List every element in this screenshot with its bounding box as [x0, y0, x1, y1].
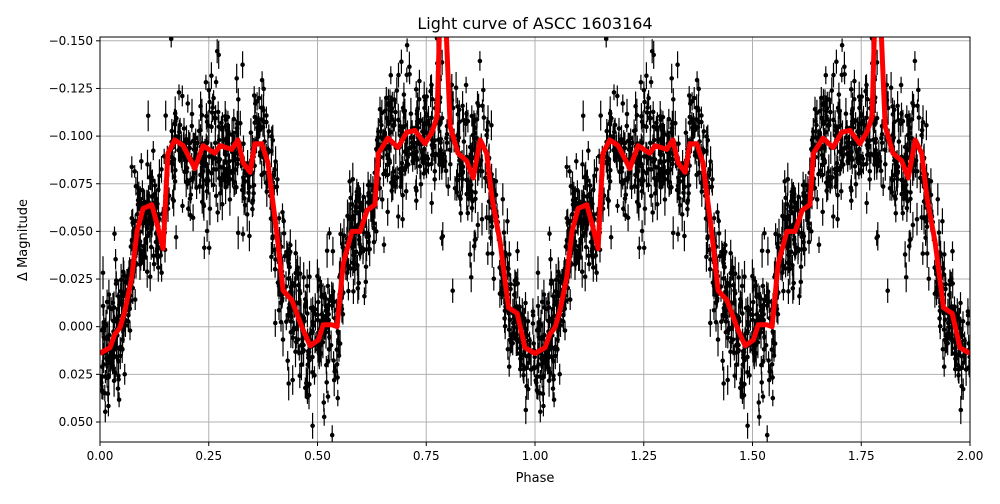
y-axis: −0.150 −0.125 −0.100 −0.075 −0.050 −0.025 0.00…: [49, 34, 100, 429]
y-tick-label: −0.100: [49, 129, 93, 143]
y-tick-label: −0.125: [49, 81, 93, 95]
x-tick-label: 0.50: [304, 449, 331, 463]
binned-curve-line: [100, 37, 970, 356]
x-tick-label: 1.75: [848, 449, 875, 463]
y-tick-label: −0.150: [49, 34, 93, 48]
y-tick-label: 0.050: [59, 415, 93, 429]
x-axis: 0.00 0.25 0.50 0.75 1.00 1.25 1.50 1.75 2.00: [87, 442, 984, 463]
y-tick-label: −0.025: [49, 272, 93, 286]
x-tick-label: 1.50: [739, 449, 766, 463]
x-tick-label: 1.25: [630, 449, 657, 463]
x-tick-label: 2.00: [957, 449, 984, 463]
y-tick-label: −0.050: [49, 224, 93, 238]
y-tick-label: 0.000: [59, 320, 93, 334]
data-point-markers: [100, 37, 970, 438]
x-tick-label: 0.00: [87, 449, 114, 463]
y-tick-label: −0.075: [49, 177, 93, 191]
y-tick-label: 0.025: [59, 367, 93, 381]
x-tick-label: 0.75: [413, 449, 440, 463]
x-tick-label: 1.00: [522, 449, 549, 463]
x-tick-label: 0.25: [195, 449, 222, 463]
x-axis-label: Phase: [516, 471, 555, 486]
y-axis-label: Δ Magnitude: [16, 199, 31, 281]
chart-title: Light curve of ASCC 1603164: [417, 14, 652, 33]
